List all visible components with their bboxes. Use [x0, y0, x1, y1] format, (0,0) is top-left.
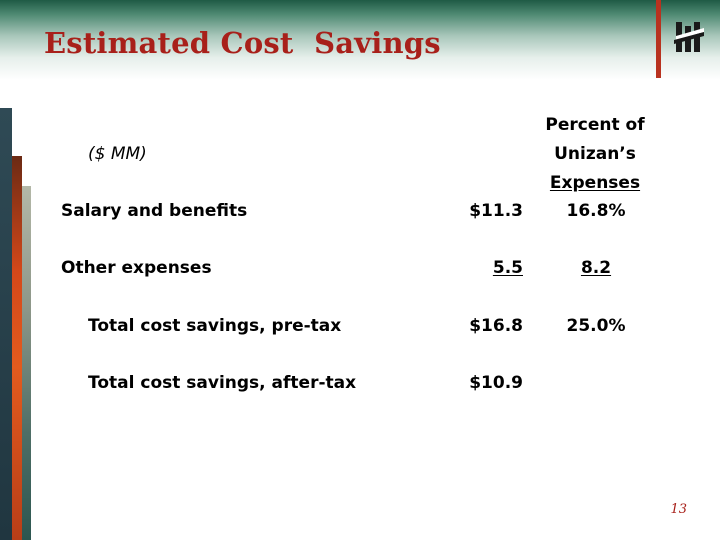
- stripe-dark: [0, 108, 12, 540]
- row-amount: $11.3: [469, 201, 523, 221]
- header-band: [0, 0, 720, 80]
- row-label: Other expenses: [61, 258, 212, 278]
- row-percent: 8.2: [580, 258, 612, 278]
- slide-title: Estimated Cost Savings: [44, 26, 441, 60]
- row-percent: 25.0%: [566, 316, 626, 336]
- decorative-stripes: [0, 108, 32, 540]
- row-amount: $10.9: [469, 373, 523, 393]
- row-percent: 16.8%: [566, 201, 626, 221]
- column-header-line-2: Unizan’s: [554, 144, 636, 164]
- row-label: Total cost savings, pre-tax: [88, 316, 342, 336]
- stripe-gray: [22, 186, 31, 540]
- page-number: 13: [670, 502, 687, 517]
- accent-bar: [656, 0, 661, 78]
- row-amount: $16.8: [469, 316, 523, 336]
- stripe-orange: [12, 156, 22, 540]
- row-label: Salary and benefits: [61, 201, 248, 221]
- row-amount: 5.5: [492, 258, 523, 278]
- bank-logo-icon: [674, 22, 704, 52]
- column-header-line-3: Expenses: [549, 173, 641, 193]
- column-header-line-1: Percent of: [545, 115, 645, 135]
- unit-label: ($ MM): [88, 144, 147, 164]
- row-label: Total cost savings, after-tax: [88, 373, 357, 393]
